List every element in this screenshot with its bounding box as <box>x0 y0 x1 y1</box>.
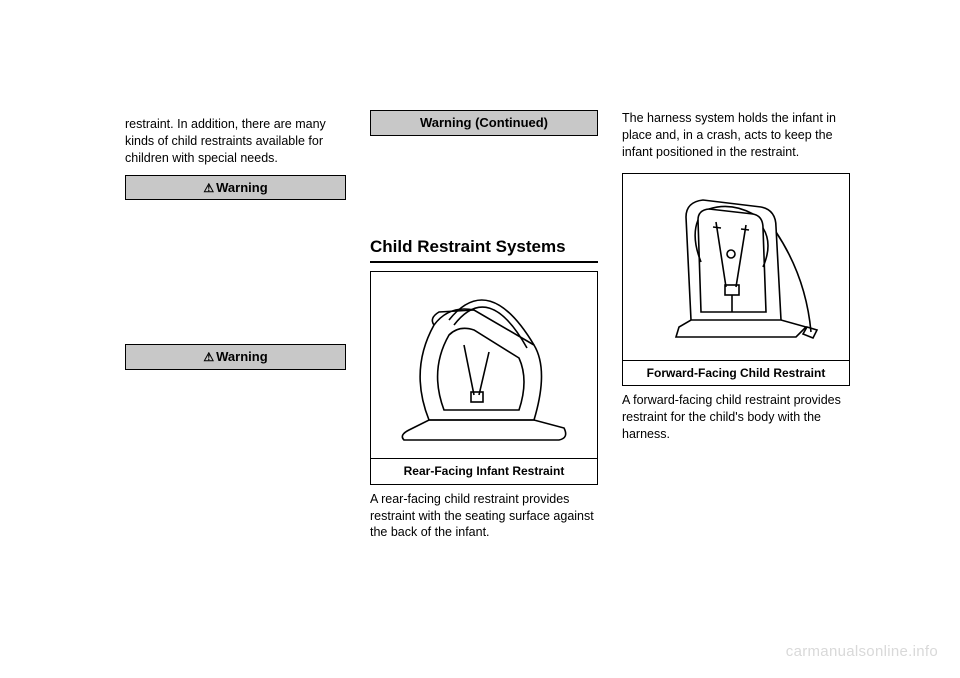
warning-2-label: Warning <box>216 349 268 364</box>
column-1: restraint. In addition, there are many k… <box>125 110 346 541</box>
harness-paragraph: The harness system holds the infant in p… <box>622 110 850 161</box>
warning-triangle-icon: ⚠ <box>203 350 214 364</box>
section-heading: Child Restraint Systems <box>370 236 598 264</box>
warning-continued-body <box>370 142 598 222</box>
forward-facing-illustration <box>623 174 849 360</box>
column-3: The harness system holds the infant in p… <box>622 110 850 541</box>
rear-facing-description: A rear-facing child restraint provides r… <box>370 491 598 542</box>
rear-facing-figure: Rear-Facing Infant Restraint <box>370 271 598 484</box>
page-container: restraint. In addition, there are many k… <box>0 0 960 541</box>
warning-continued-label: Warning (Continued) <box>420 115 548 130</box>
watermark-text: carmanualsonline.info <box>786 643 938 660</box>
infant-seat-icon <box>379 280 589 450</box>
forward-facing-caption: Forward-Facing Child Restraint <box>623 360 849 385</box>
warning-1-label: Warning <box>216 180 268 195</box>
rear-facing-illustration <box>371 272 597 458</box>
warning-continued-header: Warning (Continued) <box>370 110 598 136</box>
warning-2-body <box>125 376 346 416</box>
forward-seat-icon <box>631 182 841 352</box>
forward-facing-figure: Forward-Facing Child Restraint <box>622 173 850 386</box>
warning-box-2-header: ⚠Warning <box>125 344 346 370</box>
column-2: Warning (Continued) Child Restraint Syst… <box>370 110 598 541</box>
warning-box-1-header: ⚠Warning <box>125 175 346 201</box>
warning-triangle-icon: ⚠ <box>203 181 214 195</box>
forward-facing-description: A forward-facing child restraint provide… <box>622 392 850 443</box>
rear-facing-caption: Rear-Facing Infant Restraint <box>371 458 597 483</box>
intro-paragraph: restraint. In addition, there are many k… <box>125 116 346 167</box>
warning-1-body <box>125 206 346 336</box>
